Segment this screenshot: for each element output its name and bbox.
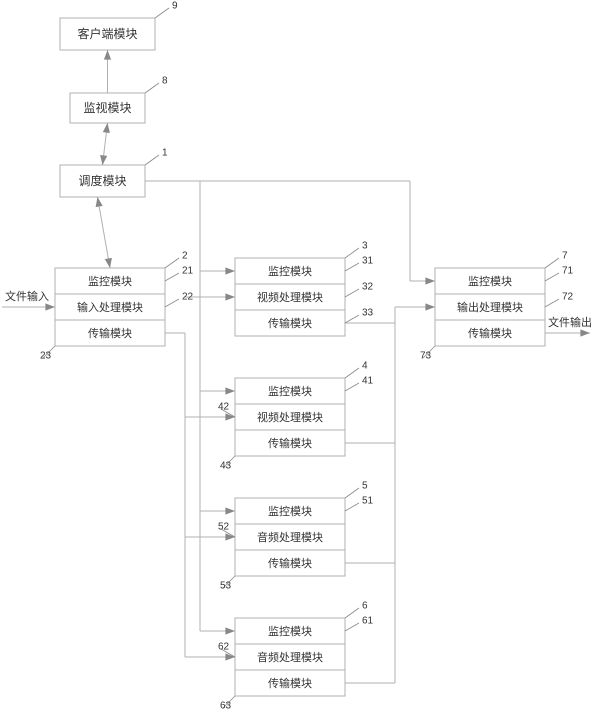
ref-22: 22 — [182, 292, 194, 303]
ref-71: 71 — [562, 266, 574, 277]
diagram-root: 客户端模块监视模块调度模块监控模块输入处理模块传输模块监控模块视频处理模块传输模… — [0, 0, 594, 728]
ref-7: 7 — [562, 251, 568, 262]
proc5-box-row-1: 音频处理模块 — [257, 530, 323, 544]
ref-2: 2 — [182, 251, 188, 262]
proc4-box-row-0: 监控模块 — [268, 384, 312, 398]
watcher-box-label: 监视模块 — [83, 100, 131, 115]
output-box-row-2: 传输模块 — [468, 326, 512, 340]
ref-53: 53 — [220, 581, 232, 592]
input-box-row-2: 传输模块 — [88, 326, 132, 340]
ref-32: 32 — [362, 282, 374, 293]
ref-5: 5 — [362, 481, 368, 492]
ref-52: 52 — [218, 522, 230, 533]
ref-42: 42 — [218, 402, 230, 413]
ref-41: 41 — [362, 376, 374, 387]
ref-51: 51 — [362, 496, 374, 507]
proc3-box-row-0: 监控模块 — [268, 264, 312, 278]
ref-31: 31 — [362, 256, 374, 267]
client-box-label: 客户端模块 — [77, 26, 137, 41]
proc3-box-row-2: 传输模块 — [268, 316, 312, 330]
ref-23: 23 — [40, 351, 52, 362]
input-box-row-1: 输入处理模块 — [77, 300, 143, 314]
ref-73: 73 — [420, 351, 432, 362]
ref-6: 6 — [362, 601, 368, 612]
proc3-box-row-1: 视频处理模块 — [257, 290, 323, 304]
file-out-label: 文件输出 — [548, 315, 592, 329]
ref-62: 62 — [218, 642, 230, 653]
output-box-row-1: 输出处理模块 — [457, 300, 523, 314]
proc5-box-row-0: 监控模块 — [268, 504, 312, 518]
ref-63: 63 — [220, 701, 232, 712]
proc6-box-row-0: 监控模块 — [268, 624, 312, 638]
ref-43: 43 — [220, 461, 232, 472]
ref-8: 8 — [162, 76, 168, 87]
proc6-box-row-1: 音频处理模块 — [257, 650, 323, 664]
ref-61: 61 — [362, 616, 374, 627]
dispatch-box-label: 调度模块 — [78, 173, 126, 188]
input-box-row-0: 监控模块 — [88, 274, 132, 288]
ref-4: 4 — [362, 361, 368, 372]
proc4-box-row-1: 视频处理模块 — [257, 410, 323, 424]
file-in-label: 文件输入 — [5, 289, 49, 303]
ref-21: 21 — [182, 266, 194, 277]
proc4-box-row-2: 传输模块 — [268, 436, 312, 450]
ref-9: 9 — [172, 1, 178, 12]
proc5-box-row-2: 传输模块 — [268, 556, 312, 570]
ref-3: 3 — [362, 241, 368, 252]
ref-33: 33 — [362, 308, 374, 319]
output-box-row-0: 监控模块 — [468, 274, 512, 288]
ref-72: 72 — [562, 292, 574, 303]
proc6-box-row-2: 传输模块 — [268, 676, 312, 690]
ref-1: 1 — [162, 148, 168, 159]
